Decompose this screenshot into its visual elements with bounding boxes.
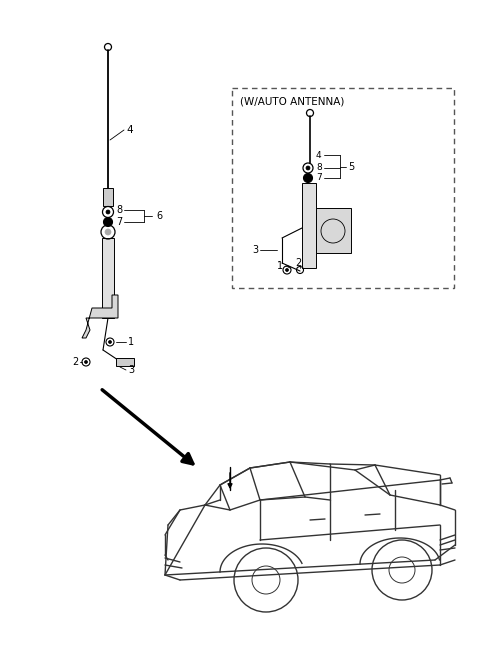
Text: 1: 1 [277,261,283,271]
Text: 6: 6 [156,211,162,221]
Text: 7: 7 [116,217,122,227]
Text: 3: 3 [252,245,258,255]
Circle shape [306,166,310,170]
Text: 2: 2 [295,258,301,268]
Circle shape [104,218,112,226]
Text: (W/AUTO ANTENNA): (W/AUTO ANTENNA) [240,97,344,107]
Text: 2: 2 [72,357,78,367]
Text: 8: 8 [116,205,122,215]
Bar [316,208,351,253]
Bar [116,358,134,366]
Bar [232,88,454,288]
Text: 8: 8 [316,163,322,173]
Circle shape [106,210,110,214]
Circle shape [306,176,310,180]
Text: 7: 7 [316,173,322,182]
Text: 1: 1 [128,337,134,347]
Circle shape [303,173,312,182]
Circle shape [84,361,87,363]
Text: 4: 4 [126,125,132,135]
Circle shape [106,220,110,224]
Polygon shape [82,295,118,338]
Circle shape [286,268,288,272]
Text: 4: 4 [316,150,322,159]
Circle shape [108,340,111,344]
Bar [102,238,114,318]
Bar [302,183,316,268]
Text: 5: 5 [348,162,354,172]
Text: 3: 3 [128,365,134,375]
Bar [103,188,113,206]
Circle shape [105,229,111,235]
